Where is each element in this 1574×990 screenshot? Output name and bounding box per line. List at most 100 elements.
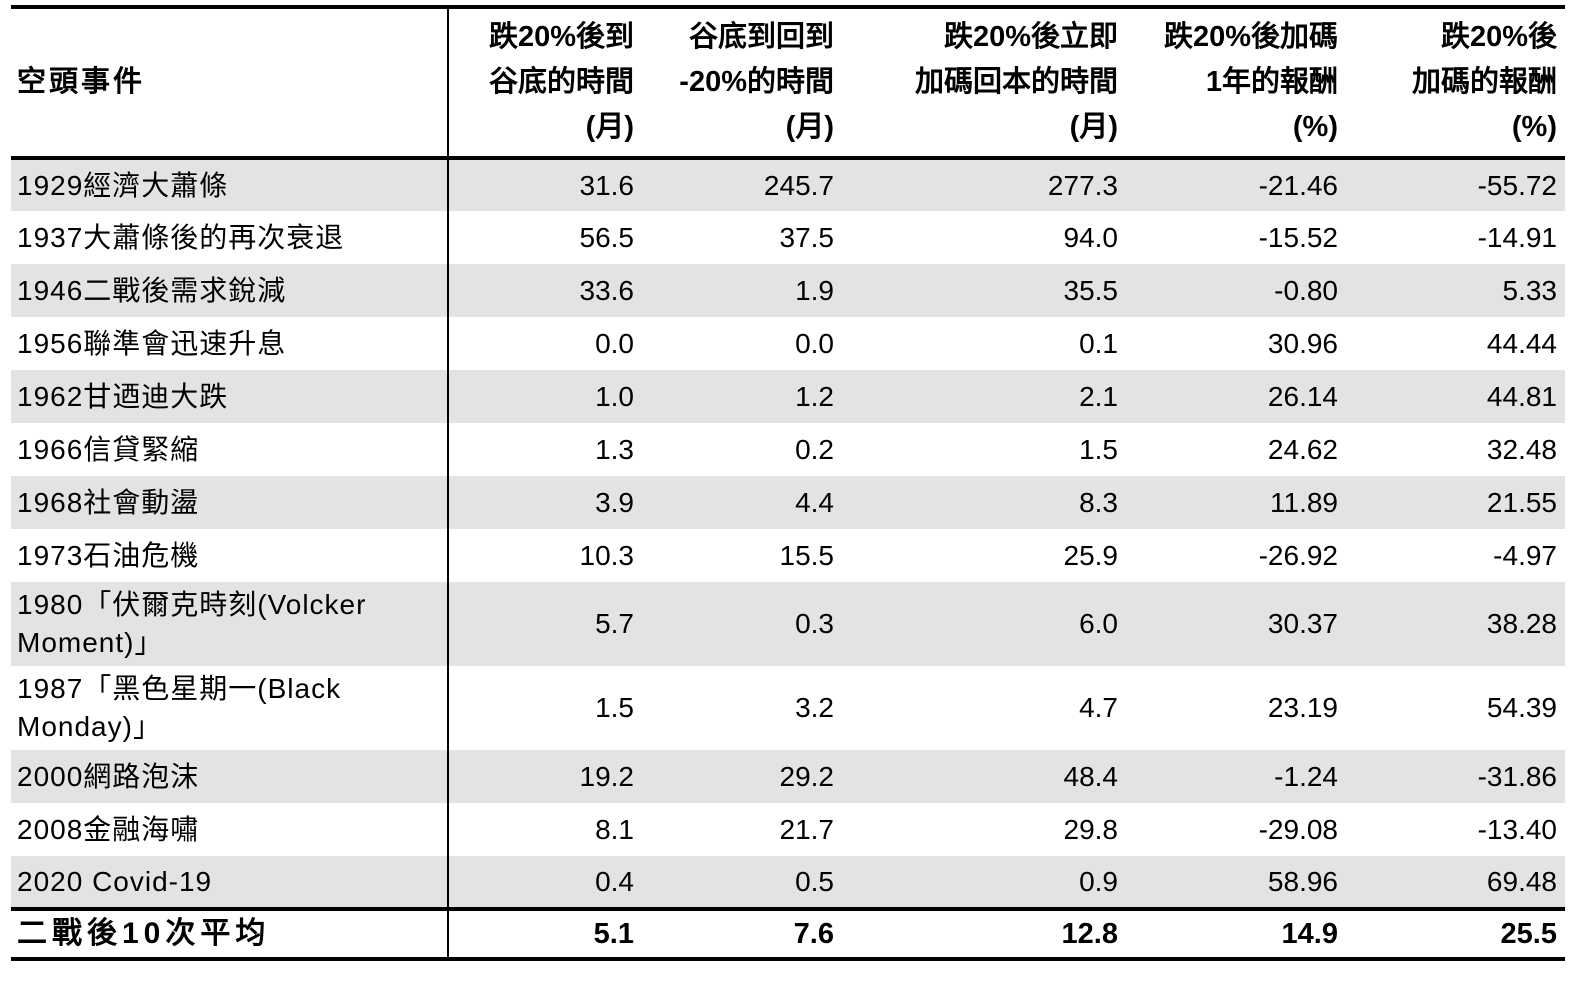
value-cell: -29.08 bbox=[1258, 813, 1338, 845]
value-cell: 29.2 bbox=[779, 760, 835, 792]
value-cell: 0.2 bbox=[795, 433, 834, 465]
value-cell: 1.3 bbox=[447, 423, 649, 476]
value-cell: 23.19 bbox=[1267, 692, 1338, 723]
value-cell: -55.72 bbox=[1477, 169, 1557, 201]
value-cell: 21.55 bbox=[1486, 486, 1557, 518]
value-cell: -31.86 bbox=[1477, 760, 1557, 792]
table-row-1946: 1946二戰後需求銳減 33.6 1.9 35.5 -0.80 5.33 bbox=[11, 264, 1565, 317]
value-cell: -21.46 bbox=[1258, 169, 1338, 201]
value-cell: 44.44 bbox=[1486, 327, 1557, 359]
header-row: 空頭事件 跌20%後到 谷底的時間 (月) 谷底到回到 -20%的時間 (月) … bbox=[11, 7, 1565, 158]
event-cell: 1968社會動盪 bbox=[17, 486, 200, 518]
event-cell: 2008金融海嘯 bbox=[17, 813, 200, 845]
table-row-1929: 1929經濟大蕭條 31.6 245.7 277.3 -21.46 -55.72 bbox=[11, 158, 1565, 211]
header-cell-add-return: 跌20%後 加碼的報酬 (%) bbox=[1411, 21, 1557, 143]
value-cell: 21.7 bbox=[779, 813, 835, 845]
value-cell: 1.0 bbox=[447, 370, 649, 423]
header-cell-event: 空頭事件 bbox=[17, 66, 146, 98]
value-cell: 30.37 bbox=[1267, 608, 1338, 639]
value-cell: 19.2 bbox=[447, 750, 649, 803]
value-cell: 1.5 bbox=[447, 666, 649, 750]
value-cell: 5.7 bbox=[447, 582, 649, 666]
average-label-cell: 二戰後10次平均 bbox=[17, 917, 271, 950]
event-cell: 1980「伏爾克時刻(Volcker Moment)」 bbox=[17, 589, 367, 658]
value-cell: 4.7 bbox=[1079, 692, 1118, 723]
value-cell: -14.91 bbox=[1477, 221, 1557, 253]
value-cell: 3.9 bbox=[447, 476, 649, 529]
event-cell: 2020 Covid-19 bbox=[17, 865, 213, 897]
value-cell: 35.5 bbox=[1063, 274, 1119, 306]
value-cell: 0.0 bbox=[447, 317, 649, 370]
value-cell: 26.14 bbox=[1267, 380, 1338, 412]
value-cell: 54.39 bbox=[1486, 692, 1557, 723]
header-cell-time-back-to-minus20: 谷底到回到 -20%的時間 (月) bbox=[679, 21, 834, 143]
value-cell: 30.96 bbox=[1267, 327, 1338, 359]
average-value-cell: 12.8 bbox=[1061, 917, 1118, 950]
value-cell: 58.96 bbox=[1267, 865, 1338, 897]
value-cell: 3.2 bbox=[795, 692, 834, 723]
value-cell: 2.1 bbox=[1079, 380, 1118, 412]
value-cell: 0.5 bbox=[795, 865, 834, 897]
average-value-cell: 7.6 bbox=[793, 917, 834, 950]
value-cell: 44.81 bbox=[1486, 380, 1557, 412]
table-row-1973: 1973石油危機 10.3 15.5 25.9 -26.92 -4.97 bbox=[11, 529, 1565, 582]
table-row-1987: 1987「黑色星期一(Black Monday)」 1.5 3.2 4.7 23… bbox=[11, 666, 1565, 750]
value-cell: 1.2 bbox=[795, 380, 834, 412]
average-value-cell: 5.1 bbox=[447, 909, 649, 959]
value-cell: 0.9 bbox=[1079, 865, 1118, 897]
value-cell: 29.8 bbox=[1063, 813, 1119, 845]
value-cell: -15.52 bbox=[1258, 221, 1338, 253]
value-cell: 10.3 bbox=[447, 529, 649, 582]
header-cell-time-to-bottom: 跌20%後到 谷底的時間 (月) bbox=[447, 7, 649, 158]
average-value-cell: 25.5 bbox=[1500, 917, 1557, 950]
value-cell: 4.4 bbox=[795, 486, 834, 518]
table-header: 空頭事件 跌20%後到 谷底的時間 (月) 谷底到回到 -20%的時間 (月) … bbox=[11, 7, 1565, 158]
event-cell: 2000網路泡沫 bbox=[17, 760, 200, 792]
value-cell: 69.48 bbox=[1486, 865, 1557, 897]
table-row-2020: 2020 Covid-19 0.4 0.5 0.9 58.96 69.48 bbox=[11, 856, 1565, 909]
table-row-2000: 2000網路泡沫 19.2 29.2 48.4 -1.24 -31.86 bbox=[11, 750, 1565, 803]
value-cell: 0.1 bbox=[1079, 327, 1118, 359]
value-cell: 15.5 bbox=[779, 539, 835, 571]
event-cell: 1937大蕭條後的再次衰退 bbox=[17, 221, 345, 253]
value-cell: 245.7 bbox=[763, 169, 834, 201]
value-cell: 1.9 bbox=[795, 274, 834, 306]
average-value-cell: 14.9 bbox=[1281, 917, 1338, 950]
table-row-2008: 2008金融海嘯 8.1 21.7 29.8 -29.08 -13.40 bbox=[11, 803, 1565, 856]
table-row-1966: 1966信貸緊縮 1.3 0.2 1.5 24.62 32.48 bbox=[11, 423, 1565, 476]
value-cell: 8.1 bbox=[447, 803, 649, 856]
value-cell: 0.3 bbox=[795, 608, 834, 639]
value-cell: 8.3 bbox=[1079, 486, 1118, 518]
value-cell: 25.9 bbox=[1063, 539, 1119, 571]
value-cell: 48.4 bbox=[1063, 760, 1119, 792]
value-cell: 31.6 bbox=[447, 158, 649, 211]
value-cell: 1.5 bbox=[1079, 433, 1118, 465]
table-footer: 二戰後10次平均 5.1 7.6 12.8 14.9 25.5 bbox=[11, 909, 1565, 959]
value-cell: 11.89 bbox=[1270, 486, 1338, 518]
value-cell: 0.0 bbox=[795, 327, 834, 359]
value-cell: 56.5 bbox=[447, 211, 649, 264]
value-cell: 37.5 bbox=[779, 221, 835, 253]
table-row-1962: 1962甘迺迪大跌 1.0 1.2 2.1 26.14 44.81 bbox=[11, 370, 1565, 423]
header-cell-time-to-breakeven: 跌20%後立即 加碼回本的時間 (月) bbox=[914, 21, 1118, 143]
value-cell: 33.6 bbox=[447, 264, 649, 317]
event-cell: 1973石油危機 bbox=[17, 539, 200, 571]
value-cell: 277.3 bbox=[1047, 169, 1118, 201]
table-row-1937: 1937大蕭條後的再次衰退 56.5 37.5 94.0 -15.52 -14.… bbox=[11, 211, 1565, 264]
event-cell: 1962甘迺迪大跌 bbox=[17, 380, 229, 412]
value-cell: 24.62 bbox=[1267, 433, 1338, 465]
bear-market-events-table: 空頭事件 跌20%後到 谷底的時間 (月) 谷底到回到 -20%的時間 (月) … bbox=[11, 5, 1565, 961]
average-row: 二戰後10次平均 5.1 7.6 12.8 14.9 25.5 bbox=[11, 909, 1565, 959]
event-cell: 1956聯準會迅速升息 bbox=[17, 327, 287, 359]
value-cell: 94.0 bbox=[1063, 221, 1119, 253]
value-cell: -0.80 bbox=[1274, 274, 1338, 306]
value-cell: 0.4 bbox=[447, 856, 649, 909]
event-cell: 1987「黑色星期一(Black Monday)」 bbox=[17, 673, 342, 742]
table-row-1980: 1980「伏爾克時刻(Volcker Moment)」 5.7 0.3 6.0 … bbox=[11, 582, 1565, 666]
table-row-1956: 1956聯準會迅速升息 0.0 0.0 0.1 30.96 44.44 bbox=[11, 317, 1565, 370]
value-cell: 38.28 bbox=[1486, 608, 1557, 639]
value-cell: 5.33 bbox=[1502, 274, 1558, 306]
header-cell-one-year-return: 跌20%後加碼 1年的報酬 (%) bbox=[1163, 21, 1338, 143]
value-cell: 6.0 bbox=[1079, 608, 1118, 639]
